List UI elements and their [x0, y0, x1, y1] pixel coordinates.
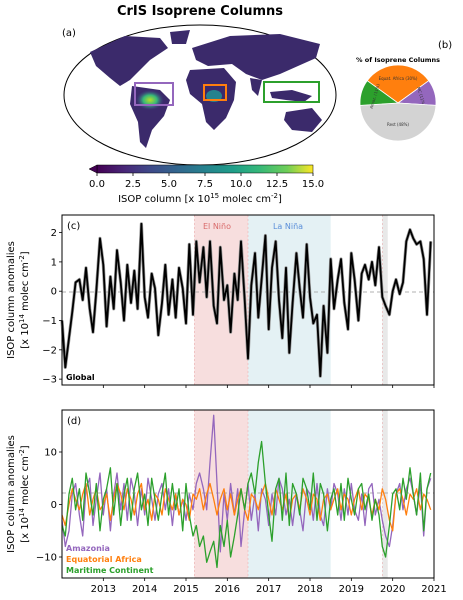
ytick-label-2: 10 — [44, 448, 57, 459]
ytick-label-0: −10 — [36, 553, 57, 564]
figure-title: CrIS Isoprene Columns — [117, 4, 283, 19]
series-line-global — [61, 222, 432, 378]
ytick-label-4: 1 — [51, 257, 57, 268]
pie-title: % of Isoprene Columns — [356, 56, 440, 64]
legend-maritime-continent: Maritime Continent — [66, 566, 154, 575]
el-nino-label: El Niño — [203, 222, 231, 231]
shaded-period-lania — [248, 215, 331, 385]
pie-slice-label-1: MC (11%) — [416, 86, 426, 107]
panel-a-map: (a) — [62, 24, 337, 166]
panel-a-label: (a) — [62, 28, 76, 39]
xtick-label-4: 2017 — [256, 584, 281, 595]
colorbar-tick-label-6: 15.0 — [302, 179, 324, 190]
panel-c-series — [60, 222, 433, 378]
panel-d-frame — [61, 409, 435, 579]
colorbar: 0.0 2.5 5.0 7.5 10.0 12.5 15.0 ISOP column [x … — [88, 164, 324, 205]
panel-c-xticks — [102, 385, 435, 388]
amazon-hotspot — [136, 90, 164, 110]
panel-c-series-label: Global — [66, 373, 95, 382]
panel-d-ylabel-units: [x 1014 molec cm-2] — [18, 445, 31, 543]
ytick-label-2: −1 — [42, 316, 57, 327]
legend-equatorial-africa: Equatorial Africa — [66, 555, 142, 564]
xtick-label-8: 2021 — [421, 584, 446, 595]
colorbar-tick-label-2: 5.0 — [161, 179, 177, 190]
ytick-label-0: −3 — [42, 375, 57, 386]
colorbar-label: ISOP column [x 1015 molec cm-2] — [118, 192, 282, 205]
colorbar-tick-label-4: 10.0 — [230, 179, 252, 190]
xtick-label-1: 2014 — [132, 584, 157, 595]
australia — [284, 108, 322, 132]
legend-amazonia: Amazonia — [66, 544, 110, 553]
xtick-label-5: 2018 — [297, 584, 322, 595]
la-nina-label: La Niña — [273, 222, 303, 231]
region-box-amazonia — [134, 82, 174, 106]
pie-slice-2 — [359, 102, 437, 142]
shaded-period-gap — [382, 410, 388, 578]
region-box-maritime-continent — [263, 81, 320, 103]
panel-d-yticks: −10 0 10 — [36, 448, 62, 564]
xtick-label-3: 2016 — [215, 584, 240, 595]
panel-d-ylabel: ISOP column anomalies — [6, 435, 17, 553]
xtick-label-7: 2020 — [380, 584, 405, 595]
greenland — [170, 30, 190, 44]
panel-b-label: (b) — [438, 40, 452, 51]
europe-asia — [192, 34, 320, 80]
pie-slice-0 — [366, 64, 430, 104]
pie-slice-label-2: Rest (48%) — [387, 122, 409, 127]
colorbar-tick-label-1: 2.5 — [125, 179, 141, 190]
ytick-label-3: 0 — [51, 287, 57, 298]
xtick-label-2: 2015 — [173, 584, 198, 595]
panel-d-xticks: 2013 2014 2015 2016 2017 2018 2019 2020 2021 — [91, 578, 447, 595]
pie-slice-3 — [359, 80, 400, 106]
panel-d-label: (d) — [67, 416, 81, 427]
panel-c-ylabel-units: [x 1014 molec cm-2] — [18, 251, 31, 349]
panel-c: El Niño La Niña −3 −2 −1 0 1 2 (c) Global ISO… — [6, 214, 435, 388]
xtick-label-6: 2019 — [339, 584, 364, 595]
colorbar-tick-label-3: 7.5 — [197, 179, 213, 190]
region-box-equatorial-africa — [203, 84, 227, 101]
panel-c-frame — [61, 214, 435, 386]
series-line-maritime-continent — [61, 440, 432, 569]
colorbar-tick-label-0: 0.0 — [89, 179, 105, 190]
colorbar-ticks: 0.0 2.5 5.0 7.5 10.0 12.5 15.0 — [89, 173, 324, 190]
pie-chart: Equat. Africa (30%)MC (11%)Rest (48%)Ama… — [359, 64, 437, 142]
panel-d-series — [61, 414, 432, 569]
panel-c-label: (c) — [67, 221, 80, 232]
india — [250, 78, 262, 96]
pie-slice-label-0: Equat. Africa (30%) — [379, 76, 418, 81]
maritime-islands — [270, 90, 312, 102]
colorbar-tick-label-5: 12.5 — [266, 179, 288, 190]
ytick-label-5: 2 — [51, 228, 57, 239]
north-america — [90, 36, 168, 86]
panel-d-legend: Amazonia Equatorial Africa Maritime Cont… — [66, 544, 154, 575]
ytick-label-1: 0 — [51, 500, 57, 511]
xtick-label-0: 2013 — [91, 584, 116, 595]
colorbar-extend-arrow — [88, 164, 98, 174]
panel-c-ylabel: ISOP column anomalies — [6, 241, 17, 359]
colorbar-gradient — [96, 164, 314, 174]
ytick-label-1: −2 — [42, 345, 57, 356]
panel-b-pie: (b) % of Isoprene Columns Equat. Africa … — [356, 40, 452, 142]
panel-c-yticks: −3 −2 −1 0 1 2 — [42, 228, 62, 386]
continents — [90, 30, 322, 148]
